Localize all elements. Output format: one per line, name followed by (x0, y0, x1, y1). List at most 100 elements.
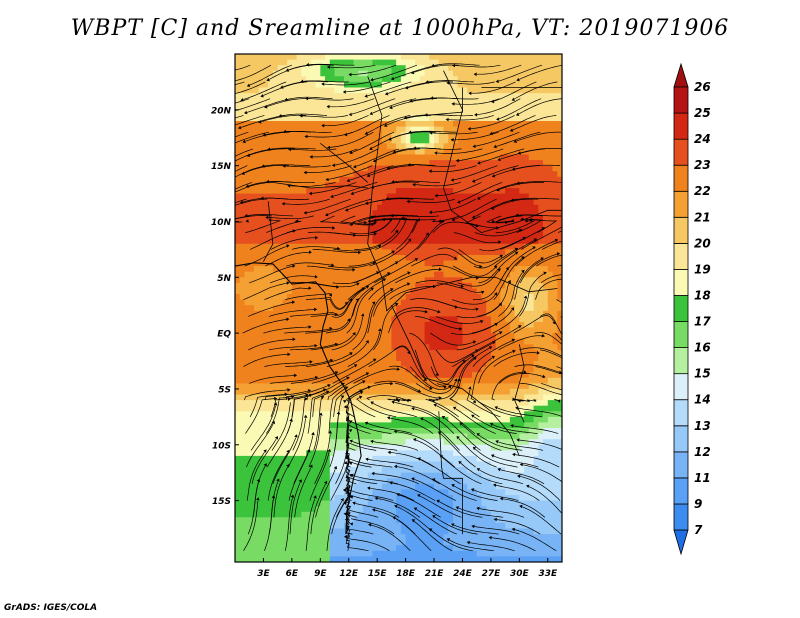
field-cell (547, 405, 554, 412)
field-cell (372, 383, 378, 390)
field-cell (462, 372, 468, 379)
field-cell (249, 316, 255, 323)
field-cell (438, 322, 445, 329)
field-cell (339, 294, 345, 301)
field-cell (372, 405, 378, 412)
field-cell (552, 160, 558, 167)
field-cell (552, 109, 558, 116)
field-cell (481, 76, 487, 83)
field-cell (543, 383, 549, 390)
field-cell (320, 305, 326, 312)
field-cell (543, 400, 549, 407)
field-cell (552, 70, 558, 77)
field-cell (448, 322, 454, 329)
field-cell (353, 372, 359, 379)
field-cell (519, 238, 525, 245)
field-cell (396, 154, 402, 161)
field-cell (391, 54, 397, 61)
field-cell (263, 121, 269, 128)
field-cell (434, 383, 440, 390)
field-cell (415, 338, 421, 345)
field-cell (315, 271, 321, 278)
field-cell (244, 126, 250, 133)
field-cell (462, 310, 468, 317)
field-cell (472, 266, 478, 273)
field-cell (334, 176, 340, 183)
field-cell (467, 148, 473, 156)
field-cell (277, 132, 283, 139)
field-cell (325, 338, 331, 345)
field-cell (490, 165, 497, 172)
field-cell (552, 355, 558, 362)
field-cell (543, 388, 549, 396)
field-cell (457, 271, 463, 278)
field-cell (547, 249, 554, 256)
field-cell (419, 193, 426, 200)
field-cell (438, 277, 445, 284)
field-cell (486, 450, 492, 457)
field-cell (277, 450, 283, 457)
field-cell (386, 422, 392, 429)
field-cell (476, 299, 482, 306)
field-cell (514, 182, 520, 189)
field-cell (239, 204, 245, 211)
field-cell (258, 199, 264, 206)
field-cell (282, 333, 288, 340)
field-cell (296, 444, 302, 451)
field-cell (495, 383, 501, 390)
field-cell (538, 160, 544, 167)
field-cell (344, 266, 350, 273)
field-cell (552, 204, 558, 211)
field-cell (339, 210, 345, 217)
field-cell (391, 65, 397, 72)
field-cell (367, 433, 373, 440)
field-cell (367, 333, 373, 340)
field-cell (415, 104, 421, 111)
field-cell (453, 388, 459, 396)
field-cell (301, 411, 307, 418)
field-cell (329, 104, 336, 111)
field-cell (258, 215, 264, 223)
field-cell (419, 132, 426, 139)
field-cell (448, 199, 454, 206)
field-cell (410, 221, 416, 228)
field-cell (538, 143, 544, 150)
field-cell (509, 416, 516, 424)
field-cell (457, 361, 463, 368)
field-cell (472, 271, 478, 278)
field-cell (386, 277, 392, 284)
field-cell (486, 193, 492, 200)
field-cell (391, 333, 397, 340)
field-cell (239, 327, 245, 334)
field-cell (254, 221, 260, 228)
field-cell (472, 59, 478, 66)
field-cell (424, 310, 430, 317)
field-cell (424, 388, 430, 396)
field-cell (552, 305, 558, 312)
field-cell (353, 132, 359, 139)
field-cell (457, 316, 463, 323)
field-cell (320, 70, 326, 77)
field-cell (448, 232, 454, 239)
field-cell (258, 54, 264, 61)
field-cell (476, 221, 482, 228)
field-cell (377, 422, 383, 429)
field-cell (310, 433, 317, 440)
field-cell (429, 137, 435, 144)
field-cell (533, 255, 539, 262)
field-cell (258, 316, 264, 323)
field-cell (315, 188, 321, 195)
field-cell (543, 444, 549, 451)
field-cell (533, 405, 539, 412)
field-cell (348, 450, 354, 457)
field-cell (424, 394, 430, 401)
field-cell (533, 388, 539, 396)
field-cell (472, 132, 478, 139)
field-cell (282, 416, 288, 424)
field-cell (239, 76, 245, 83)
field-cell (481, 310, 487, 317)
field-cell (287, 394, 293, 401)
field-cell (268, 76, 274, 83)
field-cell (249, 87, 255, 94)
field-cell (353, 171, 359, 178)
